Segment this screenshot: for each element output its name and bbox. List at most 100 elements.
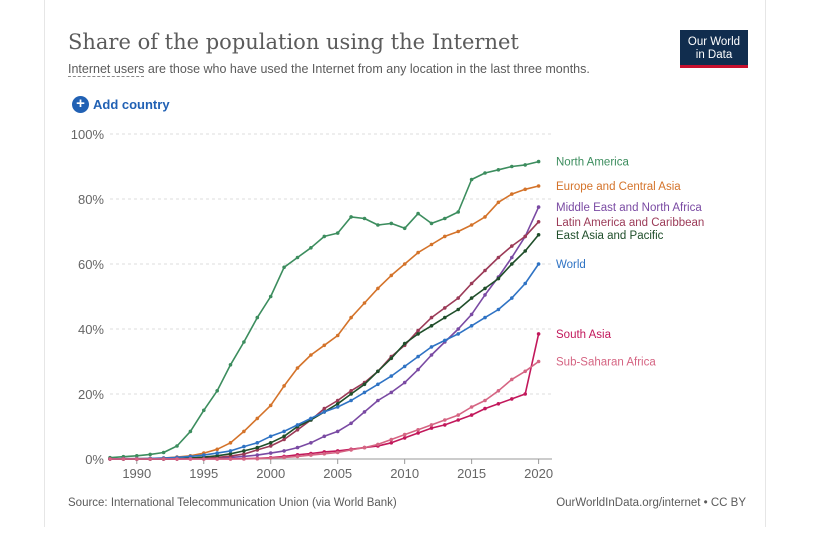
data-point: [295, 423, 300, 427]
data-point: [496, 389, 501, 393]
data-point: [322, 434, 327, 439]
data-point: [416, 211, 420, 216]
data-point: [215, 447, 219, 452]
data-point: [309, 416, 313, 421]
data-point: [389, 441, 394, 445]
credit-note[interactable]: OurWorldInData.org/internet • CC BY: [556, 497, 746, 509]
data-point: [135, 457, 139, 461]
data-point: [456, 296, 461, 300]
data-point: [188, 454, 193, 459]
source-note[interactable]: Source: International Telecommunication …: [68, 497, 397, 509]
data-point: [496, 168, 501, 172]
series-label: Europe and Central Asia: [556, 181, 681, 193]
data-point: [349, 421, 353, 426]
data-point: [523, 281, 527, 286]
data-point: [429, 315, 434, 320]
data-point: [376, 382, 380, 387]
data-point: [242, 457, 246, 461]
data-point: [510, 164, 514, 169]
data-point: [376, 398, 380, 403]
data-point: [402, 436, 407, 440]
data-point: [362, 445, 367, 450]
data-point: [255, 315, 260, 320]
data-point: [295, 445, 300, 450]
data-point: [349, 315, 353, 320]
data-point: [402, 364, 407, 369]
data-point: [215, 451, 219, 455]
data-point: [402, 262, 407, 266]
data-point: [443, 306, 447, 310]
plus-circle-icon: +: [72, 96, 89, 113]
data-point: [376, 223, 380, 227]
series-line: [110, 206, 540, 460]
data-point: [496, 276, 501, 281]
data-point: [349, 215, 353, 219]
data-point: [429, 423, 434, 427]
subtitle-term[interactable]: Internet users: [68, 62, 145, 77]
data-point: [215, 454, 219, 458]
data-point: [536, 220, 541, 224]
data-point: [483, 406, 487, 411]
data-point: [456, 210, 461, 214]
data-point: [175, 457, 179, 461]
data-point: [295, 255, 300, 260]
data-point: [161, 457, 166, 461]
data-point: [255, 441, 260, 445]
data-point: [443, 338, 447, 343]
data-point: [188, 429, 193, 434]
data-point: [268, 444, 273, 448]
data-point: [268, 451, 273, 455]
data-point: [443, 423, 447, 427]
data-point: [268, 403, 273, 408]
series-label: Latin America and Caribbean: [556, 217, 704, 229]
subtitle-text: are those who have used the Internet fro…: [144, 62, 590, 76]
series-label: North America: [556, 157, 629, 169]
data-point: [282, 434, 286, 439]
data-point: [268, 294, 273, 299]
data-point: [510, 296, 514, 300]
data-point: [148, 457, 152, 461]
data-point: [523, 234, 527, 239]
data-point: [416, 354, 420, 359]
x-tick-label: 1995: [189, 466, 218, 481]
chart-subtitle: Internet users are those who have used t…: [68, 62, 590, 77]
data-point: [483, 171, 487, 175]
data-point: [335, 333, 340, 338]
data-point: [335, 405, 340, 409]
data-point: [268, 456, 273, 460]
data-point: [469, 324, 474, 328]
data-point: [295, 366, 300, 370]
owid-logo[interactable]: Our World in Data: [680, 30, 748, 68]
data-point: [108, 457, 112, 461]
data-point: [282, 429, 286, 434]
data-point: [416, 428, 420, 432]
data-point: [402, 380, 407, 385]
series-label: World: [556, 259, 586, 271]
data-point: [322, 406, 327, 411]
data-point: [523, 187, 527, 192]
data-point: [282, 455, 286, 460]
data-point: [456, 307, 461, 312]
data-point: [242, 429, 246, 434]
data-point: [496, 255, 501, 260]
data-point: [376, 369, 380, 374]
data-point: [148, 452, 152, 457]
y-tick-label: 40%: [78, 322, 104, 337]
data-point: [496, 402, 501, 406]
data-point: [523, 392, 527, 396]
data-point: [389, 273, 394, 278]
data-point: [309, 353, 313, 357]
data-point: [416, 328, 420, 333]
add-country-button[interactable]: + Add country: [72, 96, 170, 113]
data-point: [135, 454, 139, 458]
data-point: [523, 163, 527, 167]
data-point: [282, 449, 286, 453]
data-point: [510, 262, 514, 266]
data-point: [349, 398, 353, 403]
data-point: [389, 390, 394, 395]
data-point: [335, 231, 340, 235]
data-point: [510, 397, 514, 401]
data-point: [202, 457, 206, 461]
x-tick-label: 2010: [390, 466, 419, 481]
